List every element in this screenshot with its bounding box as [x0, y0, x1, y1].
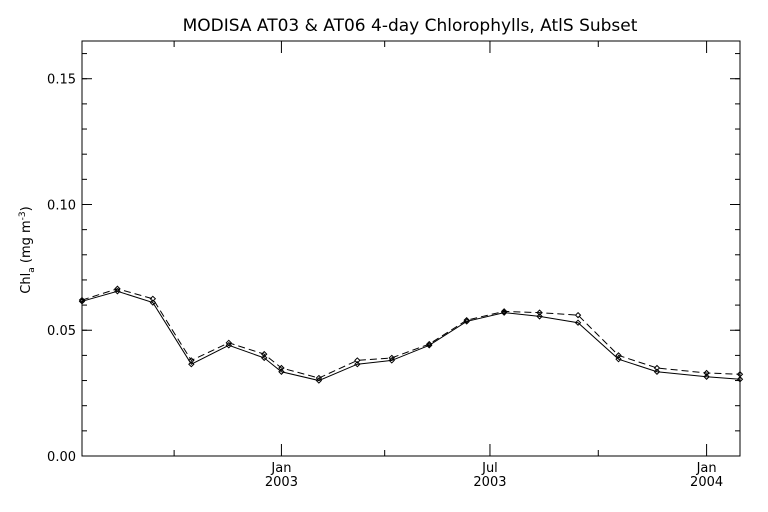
plot-frame [81, 40, 741, 457]
data-point-marker [315, 377, 323, 384]
data-point-marker [536, 309, 543, 316]
data-point-marker [225, 342, 232, 349]
series-group [78, 285, 744, 384]
data-point-marker [354, 357, 361, 364]
series-line-dashed [81, 288, 741, 379]
y-tick-label: 0.05 [47, 324, 76, 339]
x-tick-label-month: Jan [696, 461, 717, 476]
data-point-marker [653, 368, 661, 375]
data-point-marker [354, 360, 361, 368]
y-tick-label: 0.00 [47, 450, 76, 465]
y-tick-label: 0.15 [47, 73, 76, 88]
data-point-marker [114, 288, 121, 295]
data-point-marker [388, 357, 395, 364]
data-point-marker [188, 360, 195, 368]
data-point-marker [463, 316, 470, 324]
data-point-marker [703, 373, 710, 380]
data-point-marker [574, 319, 582, 326]
series-line-solid [81, 290, 741, 382]
data-point-marker [615, 355, 622, 363]
y-tick-label: 0.10 [47, 198, 76, 213]
x-tick-label-year: 2003 [265, 475, 298, 490]
data-point-marker [114, 285, 121, 292]
x-tick-label-month: Jan [270, 461, 291, 476]
data-point-marker [736, 376, 744, 383]
data-point-marker [388, 354, 395, 362]
data-point-marker [500, 308, 508, 315]
data-point-marker [426, 340, 433, 348]
axis-ticks [82, 41, 740, 457]
data-point-marker [703, 369, 710, 377]
data-point-marker [536, 313, 543, 320]
data-point-marker [736, 371, 744, 378]
y-tick-labels: 0.00 0.05 0.10 0.15 [47, 73, 76, 465]
data-point-marker [615, 352, 622, 359]
data-point-marker [188, 357, 195, 364]
x-tick-label-month: Jul [481, 461, 498, 476]
data-point-marker [315, 374, 323, 382]
data-point-marker [261, 350, 268, 358]
data-point-marker [574, 311, 582, 319]
data-point-marker [78, 296, 86, 304]
data-point-marker [149, 295, 157, 303]
x-tick-label-year: 2003 [473, 475, 506, 490]
data-point-marker [278, 364, 285, 372]
chart-title: MODISA AT03 & AT06 4-day Chlorophylls, A… [183, 16, 638, 36]
x-tick-label-year: 2004 [690, 475, 723, 490]
data-point-marker [653, 364, 661, 372]
y-axis-label: Chla (mg m-3) [18, 206, 37, 293]
data-point-marker [225, 339, 232, 347]
data-point-marker [261, 354, 268, 362]
data-point-marker [278, 368, 285, 375]
